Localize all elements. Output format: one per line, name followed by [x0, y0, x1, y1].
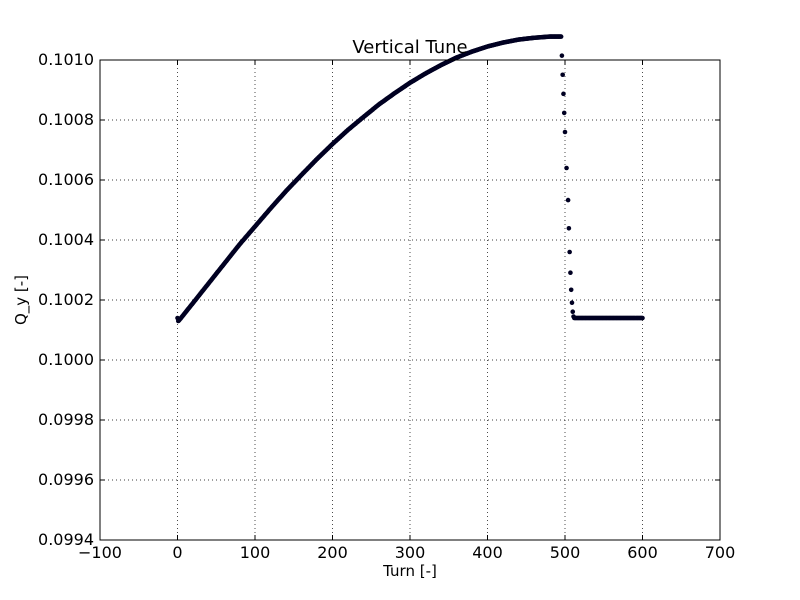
y-tick-label: 0.1010 — [38, 50, 94, 69]
data-point — [568, 287, 574, 293]
data-point — [568, 270, 573, 276]
y-tick-label: 0.0996 — [38, 470, 94, 489]
y-tick-label: 0.0994 — [38, 530, 94, 549]
data-point — [570, 309, 576, 315]
data-point — [561, 91, 566, 97]
data-point — [559, 53, 565, 58]
y-tick-label: 0.1004 — [38, 230, 94, 249]
data-point — [564, 165, 569, 171]
data-series — [175, 34, 645, 324]
y-tick-label: 0.0998 — [38, 410, 94, 429]
x-tick-label: 200 — [317, 543, 348, 562]
y-tick-label: 0.1006 — [38, 170, 94, 189]
data-point — [562, 129, 568, 135]
x-tick-label: 700 — [705, 543, 736, 562]
data-point — [558, 34, 564, 39]
data-point — [561, 110, 567, 116]
data-point — [640, 315, 645, 321]
x-tick-label: 600 — [627, 543, 658, 562]
x-tick-label: 300 — [395, 543, 426, 562]
y-axis-label: Q_y [-] — [12, 275, 31, 325]
y-tick-label: 0.1002 — [38, 290, 94, 309]
chart-title: Vertical Tune — [352, 37, 467, 58]
x-tick-label: 100 — [240, 543, 271, 562]
y-tick-label: 0.1000 — [38, 350, 94, 369]
data-point — [569, 300, 575, 306]
x-tick-label: 400 — [472, 543, 503, 562]
grid-lines — [100, 60, 720, 540]
x-tick-label: −100 — [78, 543, 122, 562]
data-point — [565, 197, 571, 203]
axis-ticks: −100 0 100 200 300 400 500 600 700 0.0994 0.0996 0.… — [38, 50, 735, 562]
data-point — [567, 249, 572, 255]
x-tick-label: 500 — [550, 543, 581, 562]
x-tick-label: 0 — [172, 543, 182, 562]
x-axis-label: Turn [-] — [382, 562, 437, 580]
data-point — [566, 226, 572, 231]
data-point — [560, 72, 565, 78]
y-tick-label: 0.1008 — [38, 110, 94, 129]
